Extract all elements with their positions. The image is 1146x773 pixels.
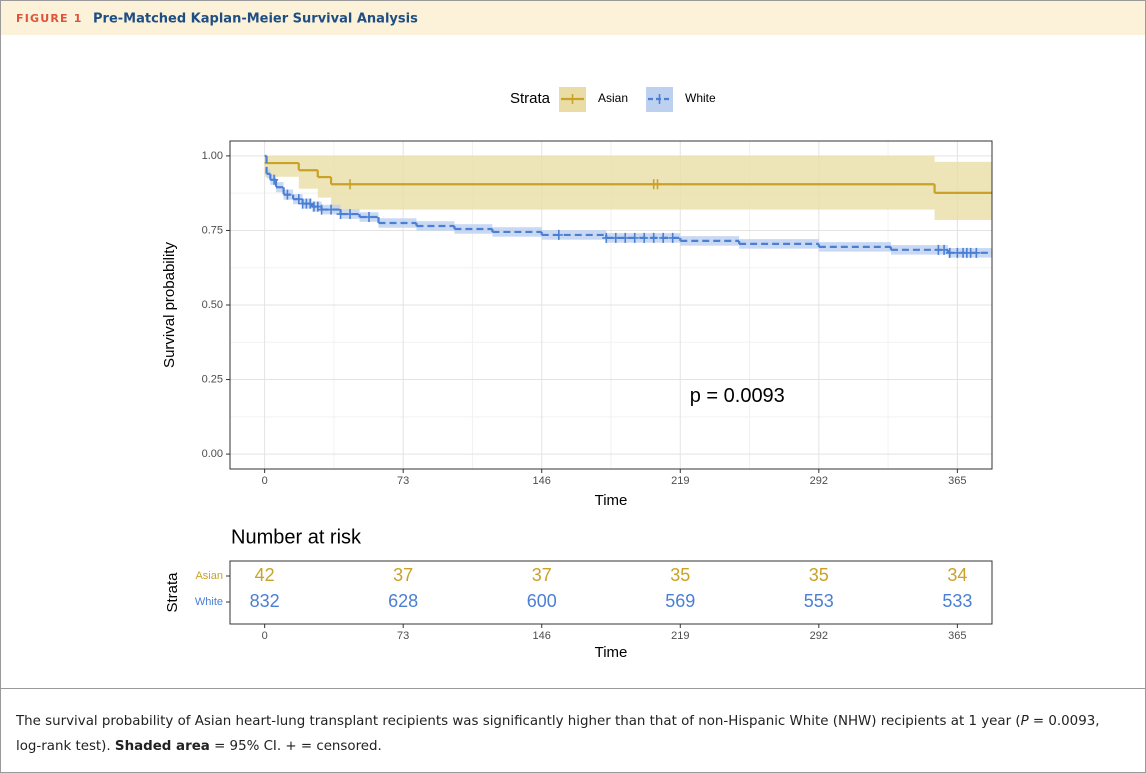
- ci-band: [541, 230, 607, 240]
- annotation: p = 0.0093: [690, 385, 785, 407]
- risk-count: 600: [527, 591, 557, 611]
- x-tick-label: 219: [671, 630, 689, 642]
- legend-label: White: [685, 91, 716, 105]
- chart: FIGURE 1 Pre-Matched Kaplan-Meier Surviv…: [1, 1, 1145, 689]
- ci-band: [416, 221, 455, 231]
- x-tick-label: 292: [810, 475, 828, 487]
- censor-mark: [945, 247, 954, 258]
- censor-mark: [653, 179, 662, 190]
- legend-label: Asian: [598, 91, 628, 105]
- censor-mark: [336, 209, 345, 220]
- ci-band: [264, 155, 299, 177]
- ci-band: [934, 161, 992, 221]
- y-tick-label: 1.00: [202, 150, 223, 162]
- y-tick-label: 0.25: [202, 373, 223, 385]
- x-tick-label: 292: [810, 630, 828, 642]
- risk-count: 37: [393, 565, 413, 585]
- censor-mark: [365, 212, 374, 223]
- risk-count: 553: [804, 591, 834, 611]
- censor-mark: [327, 204, 336, 215]
- risk-count: 34: [947, 565, 967, 585]
- censor-mark: [554, 229, 563, 240]
- risk-count: 569: [665, 591, 695, 611]
- censor-mark: [659, 232, 668, 243]
- ci-band: [680, 236, 740, 246]
- censor-mark: [317, 204, 326, 215]
- risk-count: 832: [250, 591, 280, 611]
- panel-border: [229, 140, 993, 470]
- censor-mark: [668, 232, 677, 243]
- censor-mark: [283, 189, 292, 200]
- risk-count: 533: [942, 591, 972, 611]
- y-tick-label: 0.50: [202, 299, 223, 311]
- risk-count: 37: [532, 565, 552, 585]
- risk-border: [229, 560, 993, 625]
- caption-text: = 0.0093, log-rank test).: [16, 714, 1100, 754]
- x-axis-title: Time: [595, 644, 628, 661]
- risk-count: 35: [809, 565, 829, 585]
- censor-mark: [611, 232, 620, 243]
- censor-mark: [346, 209, 355, 220]
- censor-mark: [270, 174, 279, 185]
- censor-mark: [621, 232, 630, 243]
- caption: The survival probability of Asian heart-…: [16, 709, 1126, 759]
- risk-count: 35: [670, 565, 690, 585]
- legend-title: Strata: [510, 90, 551, 107]
- censor-mark: [940, 244, 949, 255]
- caption-text: = 95% CI. + = censored.: [209, 739, 382, 754]
- y-tick-label: 0.00: [202, 448, 223, 460]
- censor-mark: [649, 232, 658, 243]
- caption-text: P: [1020, 714, 1029, 729]
- risk-count: 42: [255, 565, 275, 585]
- figure-title: Pre-Matched Kaplan-Meier Survival Analys…: [93, 12, 418, 27]
- x-tick-label: 73: [397, 630, 409, 642]
- x-tick-label: 146: [533, 475, 551, 487]
- censor-mark: [294, 194, 303, 205]
- x-tick-label: 365: [948, 475, 966, 487]
- x-tick-label: 73: [397, 475, 409, 487]
- ci-band: [331, 155, 935, 210]
- censor-mark: [602, 232, 611, 243]
- figure-label: FIGURE 1: [16, 12, 83, 25]
- risk-count: 628: [388, 591, 418, 611]
- y-tick-label: 0.75: [202, 224, 223, 236]
- x-tick-label: 0: [262, 475, 268, 487]
- x-tick-label: 365: [948, 630, 966, 642]
- risk-row-label: Asian: [195, 570, 223, 582]
- censor-mark: [640, 232, 649, 243]
- x-tick-label: 146: [533, 630, 551, 642]
- ci-band: [378, 218, 417, 228]
- header-band: [1, 1, 1145, 35]
- risk-row-label: White: [195, 596, 223, 608]
- x-tick-label: 219: [671, 475, 689, 487]
- caption-text: Shaded area: [114, 739, 210, 754]
- caption-text: The survival probability of Asian heart-…: [16, 714, 1021, 729]
- plot-area: [264, 154, 992, 258]
- ci-band: [298, 155, 318, 189]
- censor-mark: [972, 247, 981, 258]
- x-axis-title: Time: [595, 492, 628, 509]
- y-axis-title: Survival probability: [161, 242, 178, 368]
- risk-title: Number at risk: [231, 526, 362, 548]
- ci-band: [454, 224, 493, 234]
- censor-mark: [346, 179, 355, 190]
- risk-ylabel: Strata: [164, 572, 181, 613]
- x-tick-label: 0: [262, 630, 268, 642]
- censor-mark: [630, 232, 639, 243]
